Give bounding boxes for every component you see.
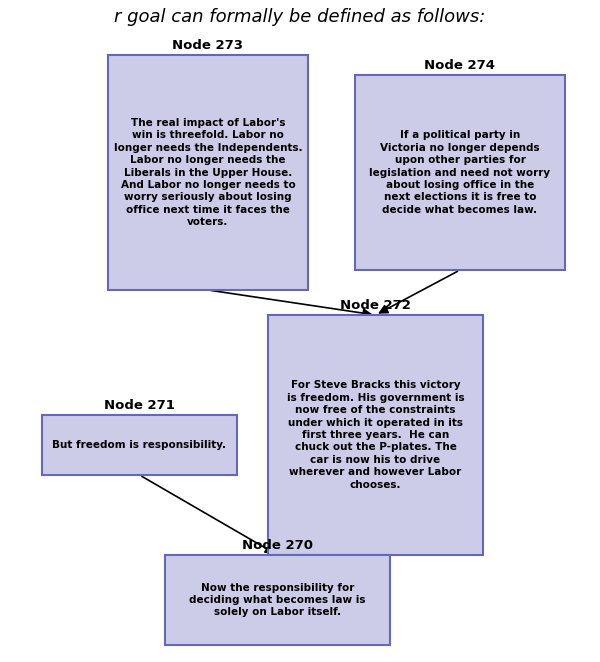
Bar: [268, 315, 483, 555]
Text: Node 270: Node 270: [242, 539, 313, 552]
Text: If a political party in
Victoria no longer depends
upon other parties for
legisl: If a political party in Victoria no long…: [370, 130, 551, 214]
Text: Node 272: Node 272: [340, 299, 411, 312]
Text: Node 271: Node 271: [104, 399, 175, 412]
Bar: [355, 75, 565, 270]
Text: For Steve Bracks this victory
is freedom. His government is
now free of the cons: For Steve Bracks this victory is freedom…: [287, 381, 464, 490]
Text: r goal can formally be defined as follows:: r goal can formally be defined as follow…: [115, 8, 485, 26]
Bar: [42, 415, 237, 475]
Text: Node 273: Node 273: [173, 39, 244, 52]
Text: The real impact of Labor's
win is threefold. Labor no
longer needs the Independe: The real impact of Labor's win is threef…: [113, 118, 302, 227]
Text: But freedom is responsibility.: But freedom is responsibility.: [53, 440, 227, 450]
Text: Now the responsibility for
deciding what becomes law is
solely on Labor itself.: Now the responsibility for deciding what…: [189, 583, 366, 618]
Bar: [108, 55, 308, 290]
Bar: [165, 555, 390, 645]
Text: Node 274: Node 274: [425, 59, 496, 72]
